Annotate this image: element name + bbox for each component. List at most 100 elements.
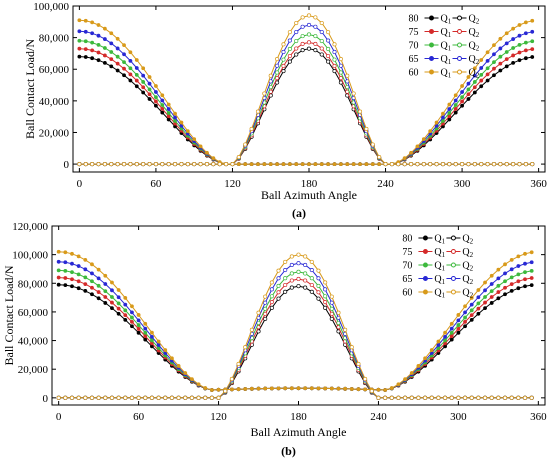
data-point-q1	[476, 288, 481, 292]
data-point-q1	[479, 72, 484, 77]
data-point-q2	[336, 310, 341, 315]
data-point-q2	[323, 280, 328, 285]
data-point-q1	[504, 64, 509, 69]
data-point-q1	[141, 73, 146, 78]
data-point-q1	[441, 115, 445, 120]
data-point-q1	[329, 386, 334, 391]
y-tick-label: 0	[64, 159, 70, 171]
data-point-q1	[498, 54, 503, 59]
data-point-q2	[276, 290, 281, 295]
data-point-q1	[283, 386, 288, 391]
data-point-q2	[296, 269, 301, 274]
data-point-q1	[443, 338, 447, 343]
legend-q2-marker	[450, 249, 456, 254]
legend-q1-marker	[422, 289, 428, 295]
data-point-q1	[496, 276, 501, 281]
data-point-q1	[460, 95, 464, 100]
data-point-q1	[154, 90, 158, 94]
data-point-q2	[121, 162, 127, 167]
data-point-q1	[469, 308, 474, 313]
data-point-q1	[110, 280, 114, 285]
data-point-q2	[409, 162, 414, 167]
data-point-q1	[116, 295, 121, 300]
data-point-q1	[123, 308, 128, 313]
data-point-q2	[326, 53, 331, 59]
data-point-q1	[83, 47, 88, 52]
legend-q1-label: Q1	[434, 274, 445, 286]
data-point-q1	[529, 260, 534, 265]
legend-q1-marker	[422, 262, 428, 268]
data-point-q1	[128, 58, 133, 63]
data-point-q1	[443, 334, 447, 339]
x-tick-label: 360	[530, 178, 547, 190]
data-point-q1	[256, 386, 261, 391]
data-point-q1	[403, 377, 407, 382]
series-q1-line	[58, 277, 532, 391]
data-point-q2	[345, 73, 350, 78]
data-point-q2	[216, 395, 221, 400]
data-point-q2	[128, 162, 133, 167]
data-point-q1	[466, 92, 471, 97]
data-point-q1	[166, 102, 171, 107]
data-point-q1	[103, 301, 108, 305]
data-point-q1	[523, 56, 528, 61]
data-point-q2	[90, 162, 95, 167]
data-point-q2	[421, 162, 426, 167]
data-point-q1	[90, 48, 95, 53]
data-point-q1	[309, 386, 314, 391]
data-point-q2	[296, 261, 301, 266]
chart-panel-1: 0 60 120 180 240 300 360 0 20,000 40,000 60,000 80,…	[23, 1, 547, 220]
data-point-q1	[205, 150, 209, 155]
data-point-q1	[530, 47, 535, 52]
x-axis-label: Ball Azimuth Angle	[261, 188, 357, 202]
data-point-q1	[289, 386, 294, 391]
data-point-q2	[83, 395, 88, 400]
data-point-q1	[476, 301, 481, 306]
legend-q2-label: Q2	[462, 234, 473, 246]
data-point-q2	[479, 162, 484, 167]
data-point-q1	[356, 387, 361, 392]
data-point-q1	[498, 36, 503, 41]
data-point-q1	[160, 93, 165, 98]
legend-q1-marker	[429, 56, 435, 61]
data-point-q1	[136, 323, 141, 327]
legend-q2-label: Q2	[462, 261, 473, 273]
data-point-q2	[329, 306, 334, 311]
data-point-q1	[509, 282, 514, 287]
data-point-q1	[479, 58, 484, 62]
data-point-q1	[504, 50, 509, 54]
data-point-q1	[466, 97, 471, 101]
data-point-q1	[110, 306, 114, 311]
legend-q2-marker	[450, 289, 456, 295]
data-point-q1	[63, 283, 68, 288]
data-point-q2	[204, 162, 209, 167]
data-point-q2	[453, 162, 458, 167]
data-point-q2	[530, 162, 535, 167]
data-point-q1	[511, 53, 516, 58]
data-point-q1	[147, 97, 152, 101]
data-point-q1	[134, 72, 139, 77]
data-point-q2	[189, 395, 194, 400]
data-point-q1	[287, 162, 292, 166]
data-point-q2	[476, 395, 481, 400]
data-point-q1	[262, 162, 267, 166]
data-point-q1	[166, 107, 171, 111]
data-point-q2	[326, 59, 331, 64]
data-point-q2	[96, 162, 101, 167]
legend-q2-marker	[457, 15, 463, 21]
data-point-q2	[363, 376, 368, 382]
data-point-q1	[154, 99, 158, 104]
data-point-q1	[485, 78, 490, 83]
data-point-q2	[149, 395, 154, 400]
data-point-q2	[323, 300, 328, 305]
data-point-q1	[523, 48, 528, 53]
data-point-q1	[56, 275, 61, 280]
data-point-q1	[456, 327, 461, 331]
data-point-q1	[529, 268, 534, 273]
data-point-q2	[173, 162, 178, 167]
data-point-q2	[313, 15, 318, 20]
data-point-q2	[289, 254, 294, 259]
data-point-q1	[56, 282, 61, 287]
data-point-q1	[123, 317, 128, 322]
data-point-q1	[190, 377, 194, 382]
